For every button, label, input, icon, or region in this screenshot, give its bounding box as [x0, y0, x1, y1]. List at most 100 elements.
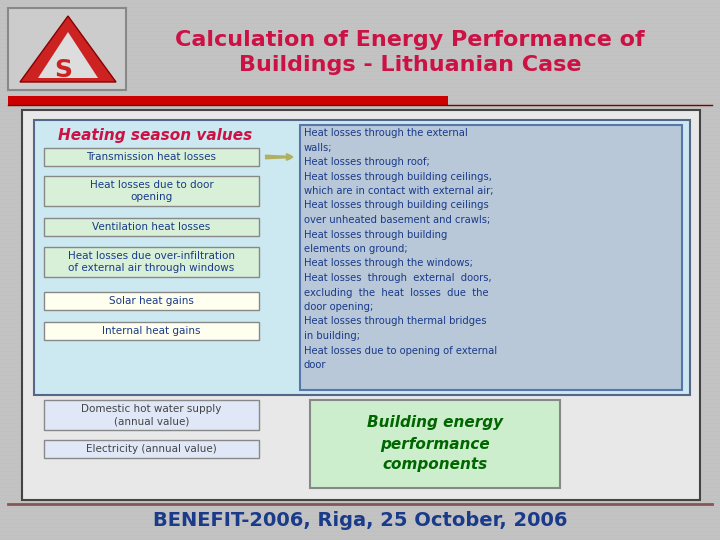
- Bar: [0, 176, 720, 178]
- Text: excluding  the  heat  losses  due  the: excluding the heat losses due the: [304, 287, 489, 298]
- Bar: [0, 180, 720, 182]
- Bar: [0, 304, 720, 306]
- Text: Heat losses through roof;: Heat losses through roof;: [304, 157, 430, 167]
- Bar: [0, 448, 720, 450]
- Bar: [0, 416, 720, 418]
- Bar: [0, 96, 720, 98]
- Bar: [0, 376, 720, 378]
- Text: Transmission heat losses: Transmission heat losses: [86, 152, 217, 162]
- Bar: [0, 24, 720, 26]
- Bar: [0, 500, 720, 502]
- Bar: [0, 4, 720, 6]
- Bar: [0, 424, 720, 426]
- Bar: [0, 276, 720, 278]
- Bar: [0, 444, 720, 446]
- Bar: [0, 100, 720, 102]
- Bar: [0, 320, 720, 322]
- Bar: [0, 224, 720, 226]
- Bar: [44, 176, 259, 206]
- Bar: [8, 96, 448, 105]
- Bar: [0, 520, 720, 522]
- Bar: [0, 144, 720, 146]
- Text: Heat losses through the windows;: Heat losses through the windows;: [304, 259, 473, 268]
- Bar: [0, 208, 720, 210]
- Bar: [0, 112, 720, 114]
- Bar: [0, 236, 720, 238]
- Bar: [0, 288, 720, 290]
- Bar: [0, 120, 720, 122]
- Bar: [0, 244, 720, 246]
- Bar: [0, 136, 720, 138]
- Bar: [300, 125, 682, 390]
- Bar: [0, 160, 720, 162]
- Bar: [0, 164, 720, 166]
- Bar: [0, 76, 720, 78]
- Text: walls;: walls;: [304, 143, 333, 152]
- Text: door opening;: door opening;: [304, 302, 373, 312]
- Bar: [0, 172, 720, 174]
- Bar: [0, 240, 720, 242]
- Bar: [44, 148, 259, 166]
- Bar: [0, 476, 720, 478]
- Bar: [0, 456, 720, 458]
- Bar: [44, 292, 259, 310]
- Bar: [0, 324, 720, 326]
- Bar: [0, 472, 720, 474]
- Text: over unheated basement and crawls;: over unheated basement and crawls;: [304, 215, 490, 225]
- Bar: [0, 492, 720, 494]
- Bar: [44, 440, 259, 458]
- Bar: [44, 400, 259, 430]
- Bar: [0, 20, 720, 22]
- Bar: [0, 36, 720, 38]
- Bar: [0, 32, 720, 34]
- Bar: [0, 392, 720, 394]
- Bar: [0, 484, 720, 486]
- Bar: [0, 56, 720, 58]
- Bar: [0, 316, 720, 318]
- Text: Heat losses  through  external  doors,: Heat losses through external doors,: [304, 273, 492, 283]
- Bar: [0, 460, 720, 462]
- Bar: [0, 372, 720, 374]
- Bar: [0, 356, 720, 358]
- Text: Electricity (annual value): Electricity (annual value): [86, 444, 217, 454]
- Bar: [0, 496, 720, 498]
- Bar: [0, 352, 720, 354]
- Bar: [0, 536, 720, 538]
- Bar: [0, 296, 720, 298]
- Bar: [0, 48, 720, 50]
- Bar: [44, 247, 259, 277]
- Text: Heat losses due over-infiltration
of external air through windows: Heat losses due over-infiltration of ext…: [68, 251, 235, 273]
- Bar: [0, 128, 720, 130]
- Text: Building energy
performance
components: Building energy performance components: [367, 415, 503, 472]
- Bar: [0, 412, 720, 414]
- Bar: [0, 524, 720, 526]
- Bar: [0, 124, 720, 126]
- Bar: [0, 336, 720, 338]
- Text: Heat losses through building ceilings,: Heat losses through building ceilings,: [304, 172, 492, 181]
- Bar: [0, 148, 720, 150]
- Bar: [0, 420, 720, 422]
- Bar: [0, 440, 720, 442]
- Text: Solar heat gains: Solar heat gains: [109, 296, 194, 306]
- Bar: [0, 8, 720, 10]
- Bar: [0, 132, 720, 134]
- Bar: [0, 16, 720, 18]
- Text: BENEFIT-2006, Riga, 25 October, 2006: BENEFIT-2006, Riga, 25 October, 2006: [153, 510, 567, 530]
- Bar: [0, 340, 720, 342]
- Bar: [0, 156, 720, 158]
- Bar: [0, 192, 720, 194]
- Bar: [0, 488, 720, 490]
- Bar: [0, 408, 720, 410]
- Bar: [0, 196, 720, 198]
- Bar: [0, 272, 720, 274]
- Text: Heat losses through thermal bridges: Heat losses through thermal bridges: [304, 316, 487, 327]
- Bar: [0, 404, 720, 406]
- Bar: [0, 360, 720, 362]
- Text: Ventilation heat losses: Ventilation heat losses: [92, 222, 211, 232]
- Bar: [0, 260, 720, 262]
- Bar: [0, 508, 720, 510]
- Bar: [0, 312, 720, 314]
- Bar: [0, 380, 720, 382]
- Bar: [0, 220, 720, 222]
- Bar: [0, 388, 720, 390]
